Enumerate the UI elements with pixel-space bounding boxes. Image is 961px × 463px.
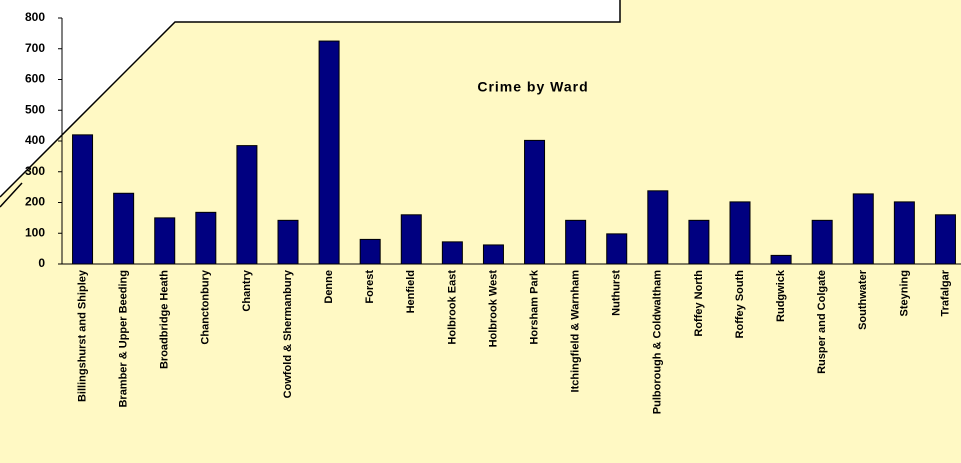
bar (154, 217, 176, 265)
bar (195, 211, 217, 265)
bar (441, 241, 463, 265)
x-tick-label: Roffey South (734, 270, 746, 339)
overlay-edge (0, 182, 23, 208)
bar (400, 214, 422, 265)
chart-title: Crime by Ward (477, 79, 588, 95)
y-tick-label: 300 (25, 164, 45, 178)
x-tick-label: Steyning (898, 270, 910, 316)
x-tick-label: Southwater (857, 269, 869, 330)
bar (236, 145, 258, 265)
y-tick-label: 700 (25, 41, 45, 55)
bar (811, 219, 833, 265)
x-tick-label: Broadbridge Heath (159, 270, 171, 369)
bar (893, 201, 915, 265)
y-tick-label: 600 (25, 72, 45, 86)
bar (606, 233, 628, 265)
x-tick-label: Forest (364, 270, 376, 304)
y-tick-label: 100 (25, 225, 45, 239)
x-tick-label: Horsham Park (528, 269, 540, 344)
y-tick-label: 500 (25, 102, 45, 116)
bar (934, 214, 956, 265)
y-tick-label: 400 (25, 133, 45, 147)
x-tick-label: Holbrook West (487, 270, 499, 348)
x-tick-label: Cowfold & Shermanbury (282, 269, 294, 398)
bar (72, 134, 94, 265)
x-tick-label: Trafalgar (939, 269, 951, 316)
bar (852, 193, 874, 265)
x-tick-label: Billingshurst and Shipley (76, 269, 88, 402)
x-tick-label: Rudgwick (775, 269, 787, 322)
bar (770, 254, 792, 265)
y-tick-label: 800 (25, 10, 45, 24)
x-tick-label: Chantry (241, 269, 253, 311)
y-tick-label: 200 (25, 195, 45, 209)
x-tick-label: Pulborough & Coldwaltham (652, 270, 664, 414)
x-tick-label: Holbrook East (446, 270, 458, 345)
bar (277, 219, 299, 265)
x-tick-label: Roffey North (693, 270, 705, 337)
bar (729, 201, 751, 265)
bar (647, 190, 669, 265)
x-tick-label: Itchingfield & Warnham (570, 270, 582, 393)
x-tick-label: Rusper and Colgate (816, 270, 828, 374)
x-tick-label: Chanctonbury (200, 269, 212, 344)
x-tick-label: Nuthurst (611, 270, 623, 316)
overlay-outline (0, 0, 621, 198)
x-tick-label: Henfield (405, 270, 417, 313)
bar (688, 219, 710, 265)
bar (359, 238, 381, 265)
bar (113, 192, 135, 265)
x-tick-label: Bramber & Upper Beeding (118, 270, 130, 408)
bar (318, 40, 340, 265)
bar (565, 219, 587, 265)
bar (482, 244, 504, 265)
bar (524, 139, 546, 265)
x-tick-label: Denne (323, 270, 335, 304)
y-tick-label: 0 (38, 256, 45, 270)
